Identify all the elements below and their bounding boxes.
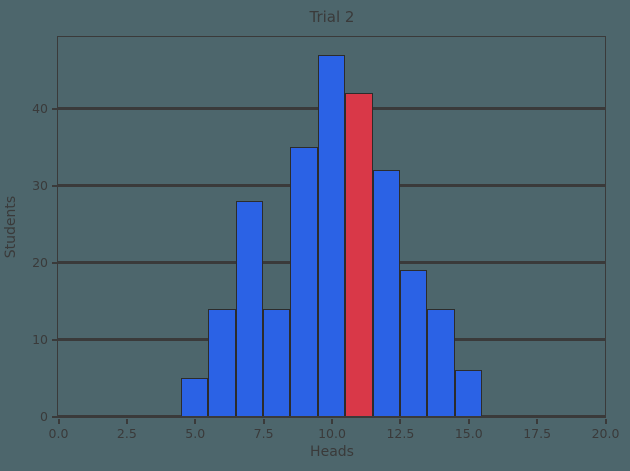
- x-tick-label: 20.0: [591, 426, 620, 441]
- y-tick-label: 40: [32, 100, 48, 116]
- y-axis-label: Students: [3, 195, 19, 259]
- x-tick-mark: [399, 418, 402, 424]
- y-tick-mark: [52, 338, 57, 341]
- histogram-bar: [454, 370, 482, 417]
- x-tick-label: 17.5: [523, 426, 552, 441]
- histogram-bar: [263, 308, 291, 417]
- x-tick-label: 5.0: [185, 426, 206, 441]
- x-tick-mark: [125, 418, 128, 424]
- x-tick-label: 12.5: [386, 426, 415, 441]
- x-tick-label: 15.0: [454, 426, 483, 441]
- x-tick-label: 10.0: [318, 426, 346, 441]
- y-tick-mark: [52, 184, 57, 187]
- x-tick-label: 2.5: [116, 426, 137, 441]
- y-tick-label: 0: [40, 409, 48, 424]
- histogram-bar-highlighted: [345, 93, 373, 417]
- y-tick-mark: [52, 261, 57, 264]
- x-tick-mark: [194, 418, 197, 424]
- y-tick-mark: [52, 416, 57, 418]
- x-tick-mark: [604, 418, 607, 424]
- y-tick-label: 20: [32, 254, 48, 270]
- y-tick-label: 30: [32, 177, 48, 193]
- x-tick-mark: [331, 418, 333, 424]
- histogram-bar: [372, 170, 400, 417]
- plot-area: [57, 35, 606, 418]
- histogram-bar: [290, 146, 318, 417]
- histogram-bar: [427, 308, 455, 417]
- x-tick-mark: [262, 418, 265, 424]
- histogram-bar: [208, 308, 236, 417]
- x-tick-label: 0.0: [48, 426, 69, 441]
- histogram-bar: [235, 200, 264, 417]
- y-tick-label: 10: [32, 331, 48, 347]
- chart-title: Trial 2: [309, 8, 355, 26]
- y-tick-mark: [52, 107, 57, 110]
- x-tick-mark: [536, 418, 539, 424]
- histogram-bar: [399, 270, 428, 417]
- x-axis-label: Heads: [310, 444, 354, 460]
- x-tick-mark: [57, 418, 60, 424]
- histogram-bar: [181, 377, 209, 417]
- histogram-bar: [317, 54, 346, 417]
- x-tick-label: 7.5: [253, 426, 274, 441]
- x-tick-mark: [467, 418, 470, 424]
